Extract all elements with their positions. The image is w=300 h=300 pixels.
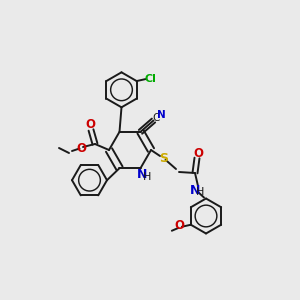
Text: S: S [160, 152, 169, 165]
Text: C: C [153, 113, 160, 123]
Text: O: O [85, 118, 95, 131]
Text: N: N [190, 184, 200, 196]
Text: Cl: Cl [145, 74, 157, 84]
Text: H: H [143, 172, 152, 182]
Text: O: O [175, 219, 185, 232]
Text: O: O [76, 142, 86, 154]
Text: N: N [157, 110, 165, 120]
Text: N: N [137, 168, 148, 181]
Text: O: O [193, 146, 203, 160]
Text: H: H [196, 187, 204, 197]
